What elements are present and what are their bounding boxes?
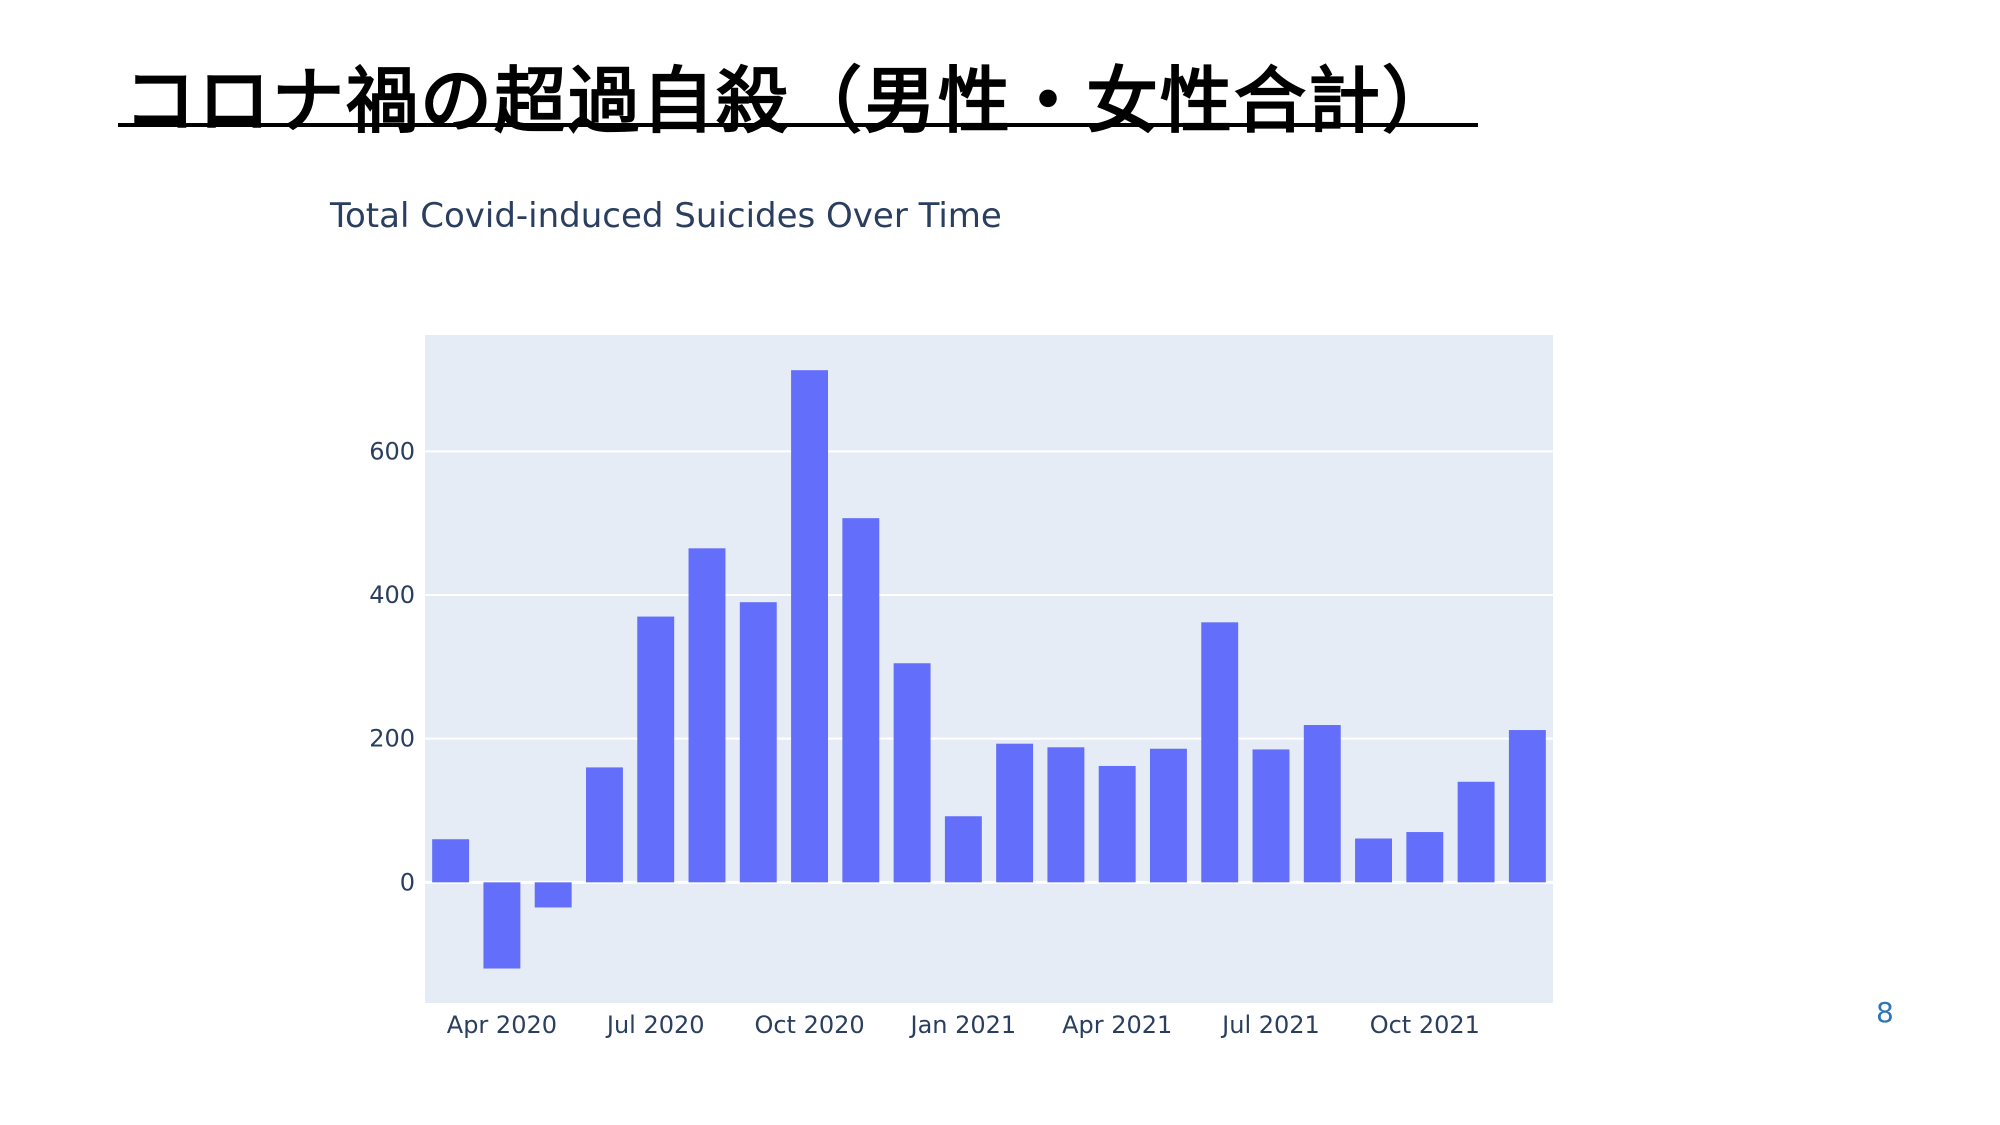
bar-2020-11 <box>842 518 880 883</box>
bar-2021-02 <box>996 743 1034 883</box>
plot-area <box>425 335 1553 1003</box>
x-tick-label: Apr 2020 <box>447 1011 557 1039</box>
bar-2020-07 <box>637 616 675 883</box>
slide-title: コロナ禍の超過自殺（男性・女性合計） <box>124 59 1457 143</box>
bar-2021-06 <box>1201 622 1239 883</box>
bar-2020-08 <box>688 548 726 883</box>
x-tick-label: Jul 2021 <box>1220 1011 1320 1039</box>
x-tick-label: Oct 2021 <box>1370 1011 1480 1039</box>
bar-2021-01 <box>944 816 982 883</box>
bar-2021-10 <box>1406 832 1444 883</box>
bar-2020-05 <box>534 882 572 908</box>
bar-2021-08 <box>1303 725 1341 883</box>
bar-2020-09 <box>739 602 777 883</box>
y-tick-label: 400 <box>369 581 415 609</box>
x-tick-label: Jul 2020 <box>605 1011 705 1039</box>
y-tick-label: 600 <box>369 437 415 465</box>
bar-2021-12 <box>1508 730 1546 883</box>
bar-2020-04 <box>483 882 521 969</box>
chart-title: Total Covid-induced Suicides Over Time <box>330 196 1002 236</box>
y-axis-ticks: 0 200 400 600 <box>369 437 415 896</box>
bar-2021-03 <box>1047 747 1085 883</box>
x-tick-label: Oct 2020 <box>754 1011 864 1039</box>
x-tick-label: Jan 2021 <box>909 1011 1017 1039</box>
bars <box>432 370 1546 969</box>
bar-2021-09 <box>1355 838 1393 883</box>
bar-2020-03 <box>432 839 470 883</box>
bar-2020-10 <box>791 370 829 883</box>
y-tick-label: 200 <box>369 725 415 753</box>
title-underline <box>118 123 1478 127</box>
page-number: 8 <box>1876 996 1894 1029</box>
bar-2021-04 <box>1098 765 1136 883</box>
bar-2021-07 <box>1252 749 1290 883</box>
y-tick-label: 0 <box>400 868 415 896</box>
bar-2021-05 <box>1149 748 1187 883</box>
x-axis-ticks: Apr 2020 Jul 2020 Oct 2020 Jan 2021 Apr 2021… <box>447 1011 1480 1039</box>
bar-2020-12 <box>893 663 931 883</box>
bar-2020-06 <box>585 767 623 883</box>
x-tick-label: Apr 2021 <box>1062 1011 1172 1039</box>
bar-2021-11 <box>1457 781 1495 883</box>
